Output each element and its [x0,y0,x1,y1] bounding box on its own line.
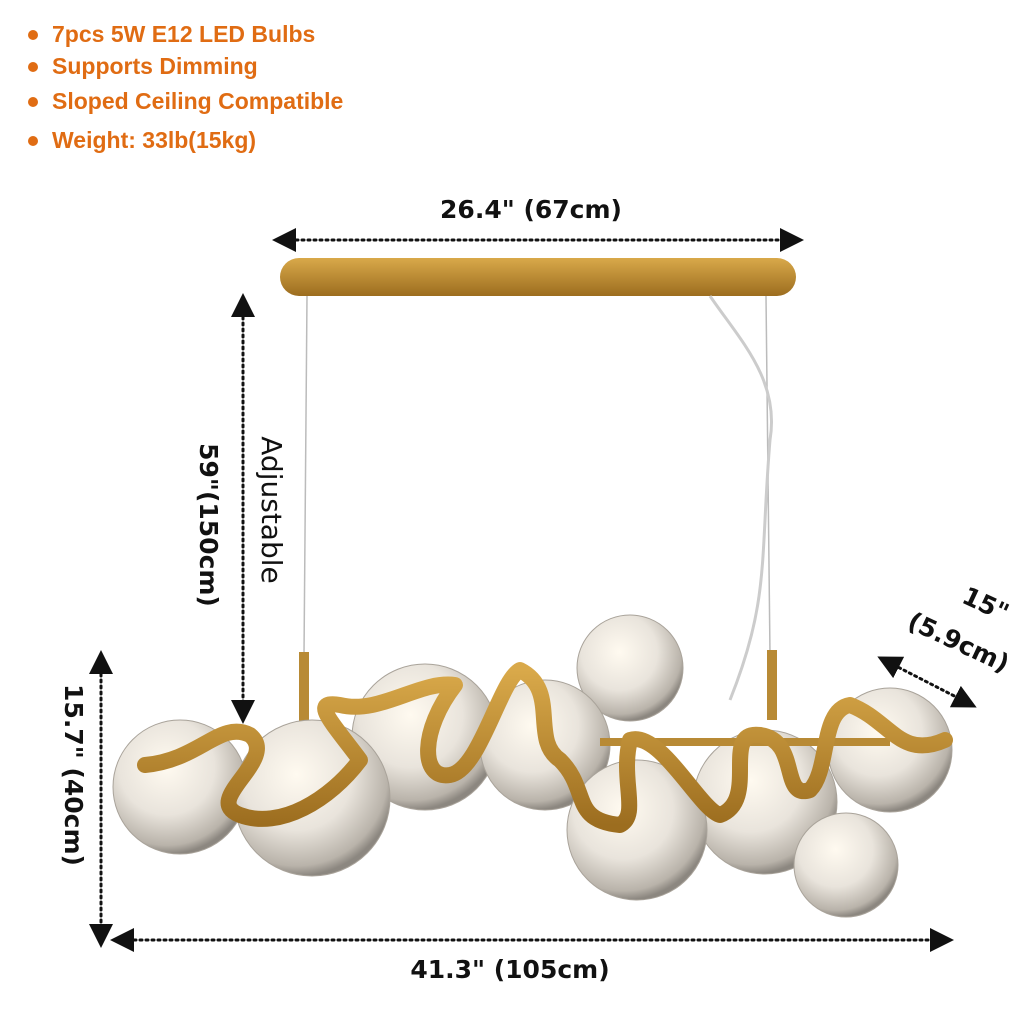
feature: Weight: 33lb(15kg) [52,127,256,153]
bullet [28,62,38,72]
bullet [28,30,38,40]
bullet [28,136,38,146]
globe [793,812,899,918]
rod [299,652,309,722]
feature: Supports Dimming [52,53,258,79]
globe [566,759,708,901]
power-cord [708,295,773,701]
feature: 7pcs 5W E12 LED Bulbs [52,21,315,47]
canopy [280,258,796,296]
bullet [28,97,38,107]
globe [576,614,684,722]
fixture-height-label: 15.7" (40cm) [59,684,88,866]
canopy-width-label: 26.4" (67cm) [440,195,622,224]
gold-ribbon [137,662,953,833]
depth-inches-label: 15" [958,581,1014,627]
adjustable-label: Adjustable [255,436,288,583]
rod [767,650,777,720]
cable [303,295,308,656]
feature: Sloped Ceiling Compatible [52,88,343,114]
dimension-line [877,656,977,708]
overall-width-label: 41.3" (105cm) [410,955,609,984]
feature-list: 7pcs 5W E12 LED Bulbs Supports Dimming S… [28,21,343,153]
hanging-length-label: 59"(150cm) [194,443,223,607]
